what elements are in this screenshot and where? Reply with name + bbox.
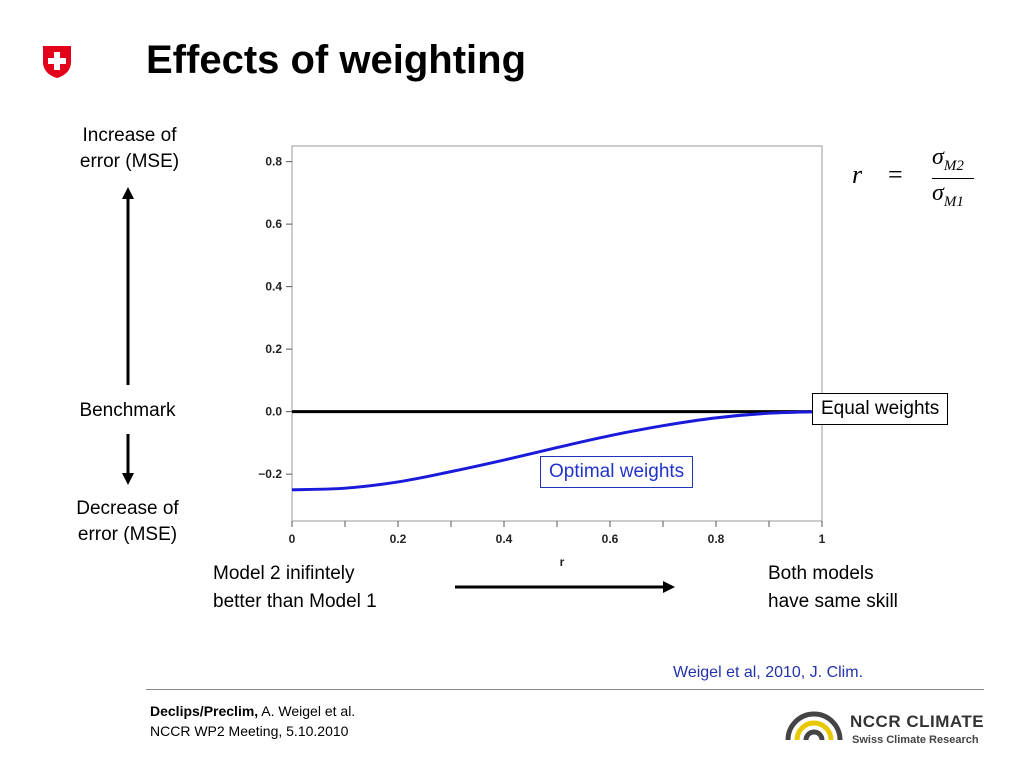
right-arrow-head bbox=[663, 581, 675, 593]
x-tick-label: 0.6 bbox=[602, 532, 619, 546]
y-tick-label: −0.2 bbox=[258, 467, 282, 481]
y-tick-label: 0.0 bbox=[265, 405, 282, 419]
logo-subtitle: Swiss Climate Research bbox=[852, 734, 979, 746]
optimal-weights-line bbox=[291, 410, 823, 492]
swiss-flag-icon bbox=[41, 44, 73, 80]
formula-fraction-bar bbox=[932, 178, 974, 179]
footer-divider bbox=[146, 689, 984, 690]
logo-name: NCCR CLIMATE bbox=[850, 712, 985, 731]
y-tick-label: 0.8 bbox=[265, 155, 282, 169]
model2-better-label: Model 2 inifintely better than Model 1 bbox=[213, 560, 377, 616]
footer-project: Declips/Preclim, bbox=[150, 703, 259, 719]
formula-numerator: σM2 bbox=[932, 144, 964, 174]
footer-author: A. Weigel et al. bbox=[258, 703, 356, 719]
formula-equals: = bbox=[888, 160, 903, 189]
nccr-logo: NCCR CLIMATE Swiss Climate Research bbox=[784, 700, 989, 752]
footer-meeting: NCCR WP2 Meeting, 5.10.2010 bbox=[150, 723, 349, 739]
x-axis-label: r bbox=[560, 555, 565, 569]
up-arrow-head bbox=[122, 187, 134, 199]
formula-denominator: σM1 bbox=[932, 180, 964, 210]
same-skill-line-1: Both models bbox=[768, 563, 874, 584]
x-tick-label: 0 bbox=[289, 532, 296, 546]
model2-line-1: Model 2 inifintely bbox=[213, 563, 355, 584]
ratio-formula: r = σM2 σM1 bbox=[850, 142, 990, 214]
increase-error-line-1: Increase of bbox=[82, 125, 177, 146]
y-tick-label: 0.2 bbox=[265, 342, 282, 356]
x-tick-label: 0.2 bbox=[390, 532, 407, 546]
left-arrows bbox=[122, 187, 134, 485]
decrease-error-line-1: Decrease of bbox=[76, 498, 179, 519]
y-tick-label: 0.6 bbox=[265, 217, 282, 231]
citation: Weigel et al, 2010, J. Clim. bbox=[673, 664, 864, 681]
x-tick-label: 1 bbox=[819, 532, 826, 546]
x-tick-label: 0.4 bbox=[496, 532, 513, 546]
down-arrow-head bbox=[122, 473, 134, 485]
increase-error-label: Increase of error (MSE) bbox=[62, 123, 197, 175]
y-tick-label: 0.4 bbox=[265, 280, 282, 294]
same-skill-line-2: have same skill bbox=[768, 591, 898, 612]
weighting-chart: −0.2 0.0 0.2 0.4 0.6 0.8 0 0.2 0.4 0.6 0.8 1 r bbox=[258, 145, 826, 569]
decrease-error-label: Decrease of error (MSE) bbox=[60, 496, 195, 548]
nccr-arcs-icon bbox=[785, 711, 843, 741]
formula-lhs: r bbox=[852, 160, 863, 189]
equal-weights-box: Equal weights bbox=[812, 393, 949, 425]
footer-line-1: Declips/Preclim, A. Weigel et al. bbox=[150, 701, 355, 721]
benchmark-label: Benchmark bbox=[79, 400, 176, 421]
cross-horizontal bbox=[48, 58, 66, 64]
bottom-right-arrow bbox=[455, 581, 675, 593]
decrease-error-line-2: error (MSE) bbox=[77, 524, 178, 545]
page-title: Effects of weighting bbox=[146, 38, 526, 82]
footer-info: Declips/Preclim, A. Weigel et al. NCCR W… bbox=[150, 701, 355, 741]
increase-error-line-2: error (MSE) bbox=[79, 151, 180, 172]
x-tick-label: 0.8 bbox=[708, 532, 725, 546]
model2-line-2: better than Model 1 bbox=[213, 591, 377, 612]
same-skill-label: Both models have same skill bbox=[768, 560, 898, 616]
optimal-weights-box: Optimal weights bbox=[540, 456, 694, 488]
